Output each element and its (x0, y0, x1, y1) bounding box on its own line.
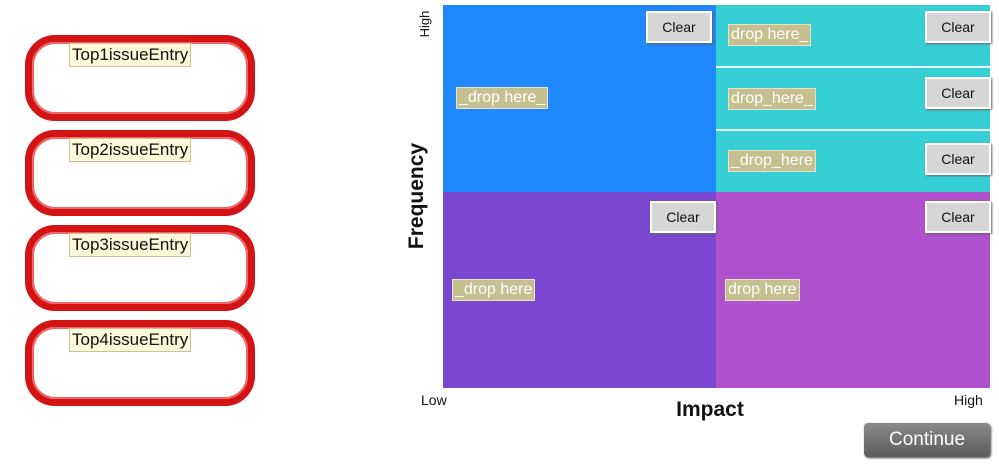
drop-target[interactable]: drop_here_ (728, 88, 816, 110)
drop-target[interactable]: _drop here (452, 279, 536, 301)
y-axis-label: Frequency (405, 142, 428, 250)
y-high-label: High (417, 10, 432, 38)
x-low-label: Low (421, 392, 447, 408)
clear-button[interactable]: Clear (925, 77, 991, 109)
x-high-label: High (954, 392, 983, 408)
clear-button[interactable]: Clear (925, 201, 991, 233)
issue-box (25, 320, 255, 406)
drop-target[interactable]: _drop_here (728, 150, 816, 172)
issue-entry[interactable]: Top1issueEntry (69, 43, 192, 67)
separator (716, 129, 990, 131)
clear-button[interactable]: Clear (925, 11, 991, 43)
drop-target[interactable]: drop here (725, 279, 800, 301)
clear-button[interactable]: Clear (646, 11, 712, 43)
clear-button[interactable]: Clear (925, 143, 991, 175)
continue-button[interactable]: Continue (864, 423, 990, 457)
issue-entry[interactable]: Top3issueEntry (69, 233, 192, 257)
issue-entry[interactable]: Top4issueEntry (69, 328, 192, 352)
drop-target[interactable]: _drop here_ (456, 87, 549, 109)
x-axis-label: Impact (676, 398, 744, 421)
issue-entry[interactable]: Top2issueEntry (69, 138, 192, 162)
drop-target[interactable]: drop here_ (728, 24, 812, 46)
separator (716, 66, 990, 68)
clear-button[interactable]: Clear (650, 201, 716, 233)
